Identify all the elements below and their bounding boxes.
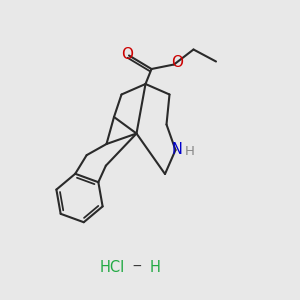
Text: ‒: ‒: [132, 260, 141, 274]
Text: O: O: [171, 55, 183, 70]
Text: N: N: [172, 142, 182, 158]
Text: O: O: [121, 47, 133, 62]
Text: H: H: [150, 260, 161, 274]
Text: H: H: [185, 145, 195, 158]
Text: HCl: HCl: [99, 260, 124, 274]
